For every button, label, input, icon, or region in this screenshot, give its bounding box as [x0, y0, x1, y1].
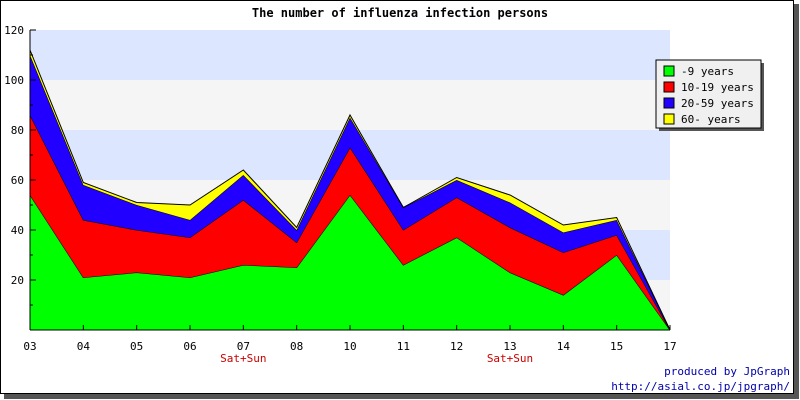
x-tick-label: 14	[557, 340, 571, 353]
credit-url[interactable]: http://asial.co.jp/jpgraph/	[611, 380, 790, 393]
y-tick-label: 20	[11, 274, 24, 287]
x-tick-label: 11	[397, 340, 410, 353]
axes: 20 40 60 80 100 120 03 04 05 06 07 08 10 11 12 13 14 15 17…	[4, 24, 677, 365]
area-series-1	[30, 195, 670, 330]
x-tick-label: 04	[77, 340, 91, 353]
legend-label-1: -9 years	[681, 65, 734, 78]
y-tick-label: 60	[11, 174, 24, 187]
legend-swatch-2	[663, 81, 675, 93]
y-tick-label: 100	[4, 74, 24, 87]
x-tick-label: 08	[290, 340, 303, 353]
x-tick-label: 03	[23, 340, 36, 353]
legend: -9 years 10-19 years 20-59 years 60- years	[655, 59, 764, 131]
legend-swatch-3	[663, 97, 675, 109]
y-tick-label: 120	[4, 24, 24, 37]
weekend-note: Sat+Sun	[487, 352, 533, 365]
legend-label-3: 20-59 years	[681, 97, 754, 110]
y-tick-label: 40	[11, 224, 24, 237]
area-series-group	[29, 49, 671, 331]
x-tick-label: 06	[183, 340, 196, 353]
credit-produced-by: produced by JpGraph	[664, 365, 790, 378]
legend-swatch-4	[663, 113, 675, 125]
legend-label-2: 10-19 years	[681, 81, 754, 94]
legend-label-4: 60- years	[681, 113, 741, 126]
chart-title: The number of influenza infection person…	[252, 6, 548, 20]
x-tick-label: 10	[343, 340, 356, 353]
x-tick-label: 12	[450, 340, 463, 353]
x-tick-label: 13	[503, 340, 516, 353]
area-series-2	[30, 115, 670, 330]
x-tick-label: 07	[237, 340, 250, 353]
area-series-4-outline	[29, 49, 671, 331]
x-tick-label: 15	[610, 340, 623, 353]
grid-band	[30, 30, 670, 80]
y-tick-label: 80	[11, 124, 24, 137]
legend-swatch-1	[663, 65, 675, 77]
x-tick-label: 17	[663, 340, 676, 353]
weekend-note: Sat+Sun	[220, 352, 266, 365]
x-tick-label: 05	[130, 340, 143, 353]
